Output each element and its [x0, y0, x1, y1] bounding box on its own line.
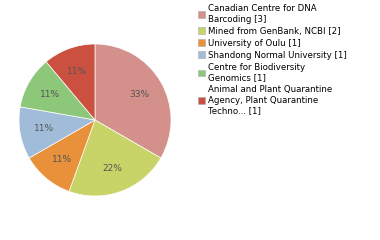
Wedge shape [19, 107, 95, 158]
Text: 33%: 33% [130, 90, 150, 99]
Text: 11%: 11% [52, 155, 72, 164]
Wedge shape [46, 44, 95, 120]
Text: 11%: 11% [40, 90, 60, 99]
Legend: Canadian Centre for DNA
Barcoding [3], Mined from GenBank, NCBI [2], University : Canadian Centre for DNA Barcoding [3], M… [198, 4, 347, 115]
Wedge shape [20, 62, 95, 120]
Text: 22%: 22% [103, 164, 123, 173]
Wedge shape [95, 44, 171, 158]
Text: 11%: 11% [67, 67, 87, 76]
Text: 11%: 11% [34, 125, 54, 133]
Wedge shape [29, 120, 95, 192]
Wedge shape [69, 120, 161, 196]
